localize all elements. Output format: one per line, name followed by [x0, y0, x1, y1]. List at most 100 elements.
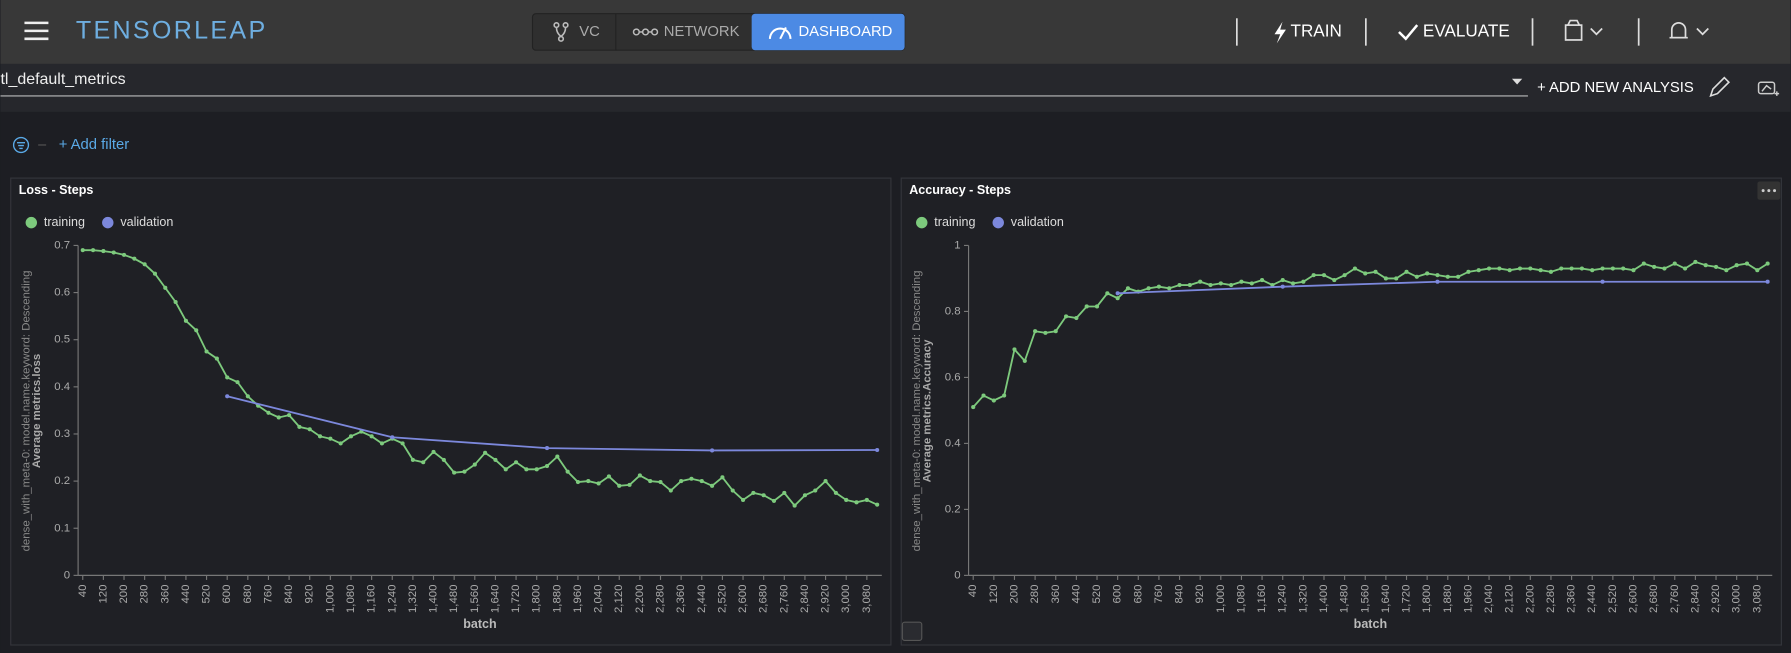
data-point	[1755, 268, 1760, 273]
data-point	[225, 394, 230, 399]
x-tick-label: 1,080	[1235, 585, 1247, 614]
x-tick-label: 1,000	[324, 585, 336, 614]
tab[interactable]: DASHBOARD	[798, 24, 892, 40]
data-point	[101, 249, 106, 254]
y-tick-label: 0.3	[54, 428, 70, 440]
data-point	[152, 271, 158, 276]
data-point	[534, 467, 539, 472]
y-axis-subtitle: dense_with_meta-0: model.name.keyword: D…	[911, 271, 923, 552]
add-filter-button[interactable]: + Add filter	[59, 137, 130, 153]
x-tick-label: 120	[97, 585, 109, 604]
dashboard-select[interactable]: tl_default_metrics	[0, 71, 125, 88]
x-tick-label: 200	[1008, 585, 1020, 604]
data-point	[111, 250, 116, 255]
y-tick-label: 0.6	[945, 371, 961, 383]
edit-button[interactable]	[1709, 76, 1731, 98]
x-tick-label: 2,360	[1566, 585, 1578, 614]
data-point	[792, 503, 797, 508]
data-point	[1507, 268, 1512, 273]
menu-dot	[1767, 189, 1771, 193]
x-tick-label: 2,840	[799, 585, 811, 614]
dropdown-arrow[interactable]	[1511, 78, 1523, 85]
data-point	[1559, 266, 1564, 271]
data-point	[421, 460, 426, 465]
data-point	[761, 493, 766, 498]
data-point	[297, 424, 302, 429]
evaluate-button[interactable]: EVALUATE	[1423, 21, 1510, 40]
add-analysis-button[interactable]: + ADD NEW ANALYSIS	[1537, 80, 1694, 96]
data-point	[194, 328, 199, 333]
data-point	[183, 318, 188, 323]
data-point	[668, 488, 673, 493]
notifications[interactable]	[1669, 21, 1709, 39]
x-tick-label: 920	[304, 585, 316, 604]
data-point	[514, 460, 519, 465]
filter-icon[interactable]	[12, 136, 30, 154]
data-point	[1167, 286, 1172, 291]
x-tick-label: 440	[1070, 585, 1082, 604]
x-tick-label: 1,560	[469, 585, 481, 614]
legend-toggle[interactable]	[901, 621, 923, 642]
data-point	[679, 479, 684, 484]
y-tick-label: 0.4	[945, 437, 962, 449]
data-point	[1683, 266, 1688, 271]
legend-swatch	[25, 216, 38, 229]
x-tick-label: 2,760	[1669, 585, 1681, 614]
x-tick-label: 1,320	[1297, 585, 1309, 614]
x-tick-label: 1,320	[407, 585, 419, 614]
data-point	[503, 467, 508, 472]
tab[interactable]: NETWORK	[664, 24, 740, 40]
data-point	[1765, 279, 1770, 284]
add-dashlet-button[interactable]	[1757, 81, 1780, 96]
data-point	[1043, 330, 1048, 335]
data-point	[1332, 278, 1337, 283]
panel-menu[interactable]	[1757, 181, 1781, 200]
x-tick-label: 680	[1132, 585, 1144, 604]
legend-label: training	[44, 215, 85, 229]
data-point	[1033, 329, 1038, 334]
data-point	[1352, 266, 1357, 271]
y-axis-title: Average metrics.loss	[31, 354, 43, 468]
data-point	[1198, 279, 1203, 284]
data-point	[1094, 304, 1100, 309]
train-button[interactable]: TRAIN	[1290, 21, 1341, 40]
data-point	[1115, 291, 1120, 296]
x-tick-label: 40	[77, 585, 89, 598]
x-tick-label: 1,800	[1421, 585, 1433, 614]
tab[interactable]: VC	[579, 24, 600, 40]
tab-active[interactable]	[751, 13, 905, 51]
menu-button[interactable]	[24, 21, 49, 41]
data-point	[586, 479, 591, 484]
x-tick-label: 2,520	[1607, 585, 1619, 614]
x-tick-label: 1,640	[1380, 585, 1392, 614]
data-point	[1662, 266, 1667, 271]
x-tick-label: 3,000	[840, 585, 852, 614]
x-tick-label: 840	[283, 585, 295, 604]
data-point	[544, 446, 550, 451]
data-point	[317, 434, 323, 439]
data-point	[431, 449, 436, 454]
data-point	[1425, 271, 1430, 276]
data-point	[1631, 268, 1636, 273]
runs-menu[interactable]	[1564, 19, 1603, 41]
legend-swatch	[102, 216, 114, 229]
x-tick-label: 2,360	[675, 585, 687, 614]
data-point	[163, 285, 168, 290]
x-tick-label: 1,240	[1277, 585, 1289, 614]
data-point	[410, 457, 415, 462]
data-point	[658, 479, 663, 485]
data-point	[379, 441, 384, 446]
data-point	[1693, 259, 1698, 264]
x-tick-label: 280	[139, 585, 151, 604]
data-point	[1383, 276, 1388, 281]
x-tick-label: 600	[221, 585, 233, 604]
data-point	[1012, 347, 1017, 352]
data-point	[483, 450, 488, 455]
y-tick-label: 0.2	[945, 503, 961, 515]
data-point	[689, 476, 694, 481]
data-point	[991, 398, 996, 403]
data-point	[1713, 264, 1719, 269]
data-point	[524, 467, 529, 472]
data-point	[441, 457, 446, 462]
series-line	[82, 249, 878, 507]
